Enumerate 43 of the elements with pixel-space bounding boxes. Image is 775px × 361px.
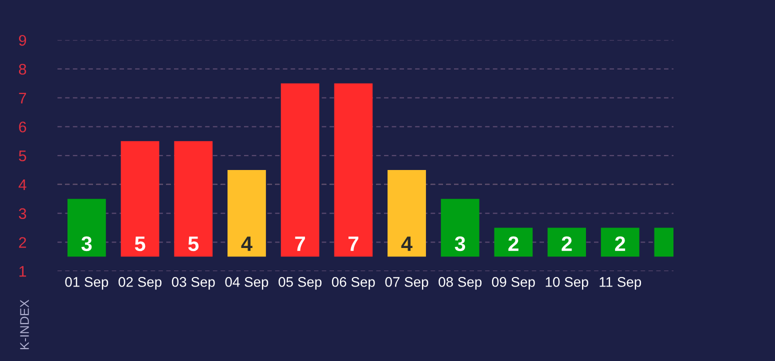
data-label: 5 xyxy=(188,236,199,252)
y-tick-label: 8 xyxy=(18,64,26,75)
x-tick-label: 04 Sep xyxy=(225,277,268,290)
data-label: 7 xyxy=(348,236,358,251)
data-label: 2 xyxy=(615,236,626,251)
y-tick-label: 3 xyxy=(18,208,26,220)
bar xyxy=(67,198,106,257)
bar xyxy=(388,170,426,257)
x-tick-label: 03 Sep xyxy=(172,277,215,290)
y-tick-label: 7 xyxy=(19,92,26,104)
data-label: 2 xyxy=(562,236,572,251)
y-tick-label: 6 xyxy=(19,122,26,132)
x-tick-label: 05 Sep xyxy=(278,277,322,290)
bar xyxy=(228,170,266,257)
y-tick-label: 2 xyxy=(19,237,26,248)
y-tick-label: 5 xyxy=(18,150,26,162)
y-tick-label: 9 xyxy=(19,34,26,46)
bar xyxy=(440,198,480,257)
x-tick-label: 11 Sep xyxy=(600,277,642,290)
x-tick-label: 06 Sep xyxy=(332,277,375,290)
bar xyxy=(494,228,533,257)
x-tick-label: 01 Sep xyxy=(65,277,108,290)
y-tick-label: 4 xyxy=(18,179,26,190)
data-label: 3 xyxy=(454,236,466,252)
data-label: 4 xyxy=(401,236,412,251)
bar xyxy=(120,141,160,257)
data-label: 7 xyxy=(295,236,305,251)
data-label: 4 xyxy=(241,236,252,251)
x-tick-label: 09 Sep xyxy=(492,277,535,290)
x-tick-label: 08 Sep xyxy=(438,277,482,290)
y-tick-label: 1 xyxy=(19,266,26,277)
bar xyxy=(174,141,213,257)
x-tick-label: 07 Sep xyxy=(385,277,428,290)
data-label: 2 xyxy=(508,236,518,251)
data-label: 3 xyxy=(81,236,92,252)
bar xyxy=(280,83,320,257)
bar xyxy=(548,228,586,257)
bar xyxy=(334,83,373,257)
data-label: 5 xyxy=(134,236,146,252)
bar xyxy=(600,228,640,257)
x-tick-label: 10 Sep xyxy=(546,277,588,290)
y-axis-title: K-INDEX xyxy=(20,300,29,350)
x-tick-label: 02 Sep xyxy=(118,277,162,290)
